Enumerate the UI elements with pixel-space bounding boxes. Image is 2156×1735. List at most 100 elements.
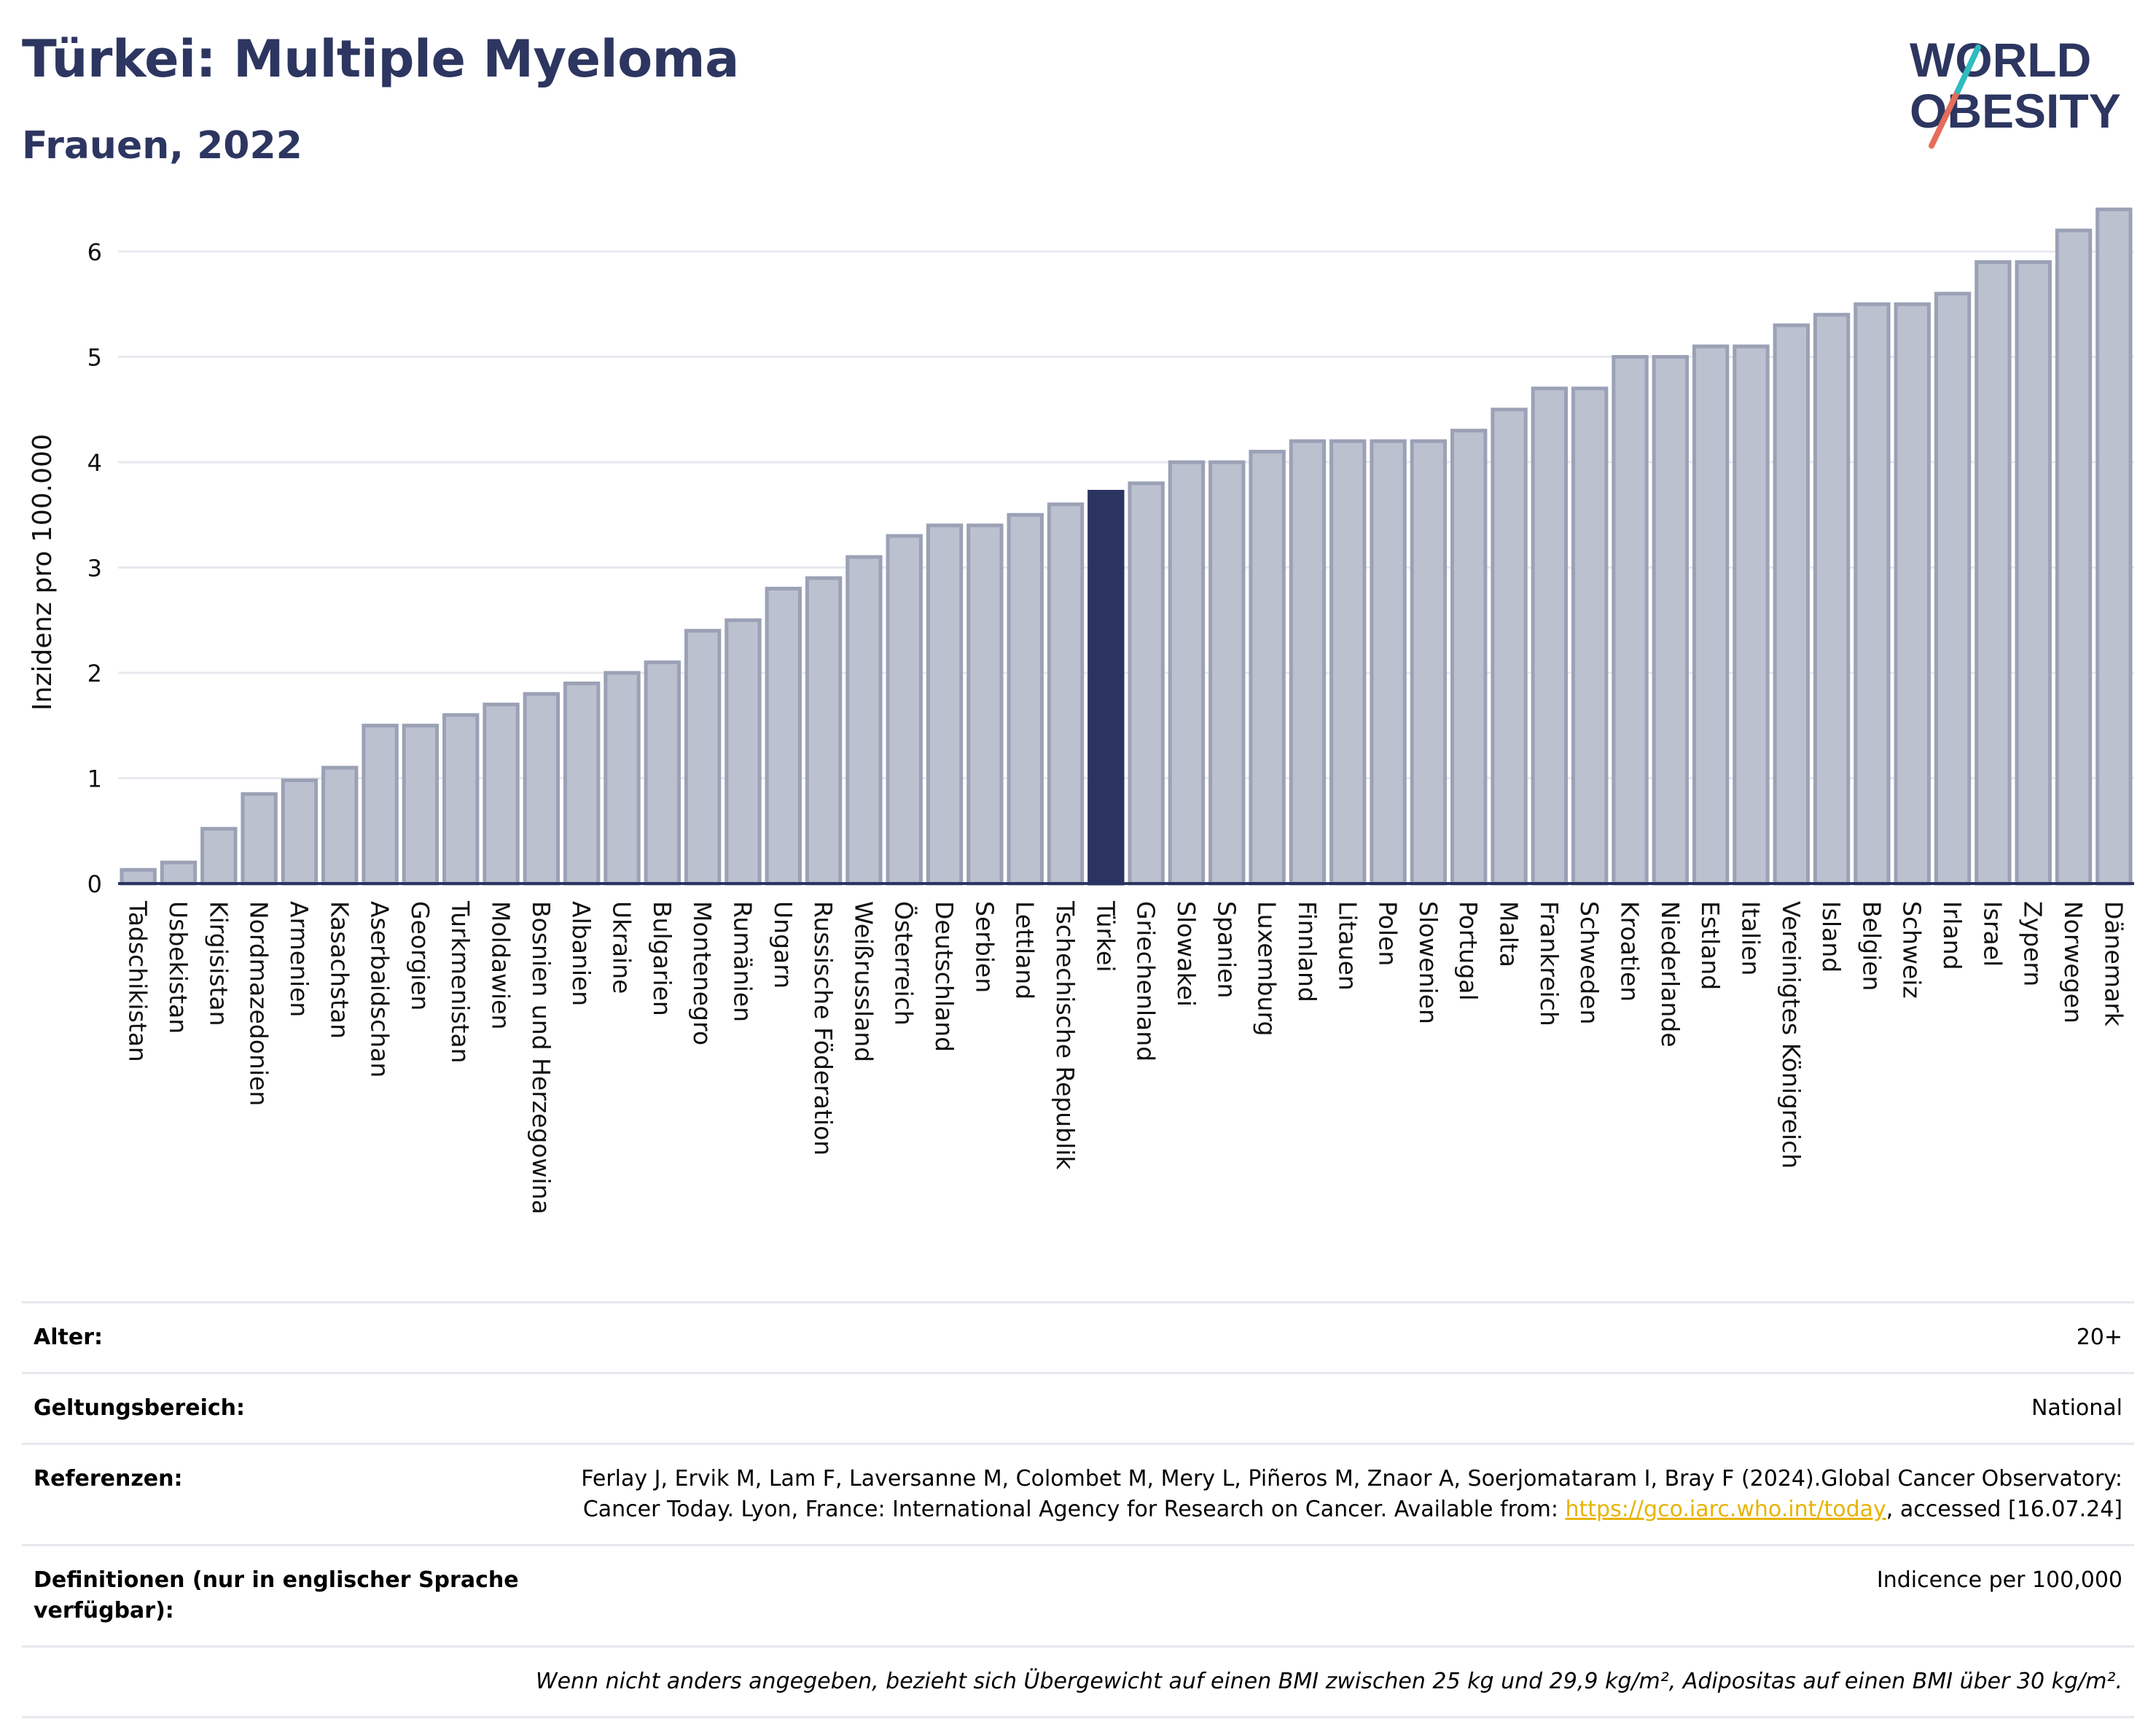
x-tick-label: Ungarn	[769, 901, 797, 989]
x-tick-label: Portugal	[1454, 901, 1483, 1001]
x-tick-label: Serbien	[970, 901, 999, 993]
bar	[1773, 323, 1810, 886]
bar	[1733, 344, 1770, 886]
bars	[120, 207, 2133, 886]
chart-title: Türkei: Multiple Myeloma	[22, 29, 739, 89]
x-tick-label: Niederlande	[1656, 901, 1684, 1048]
x-tick-label: Griechenland	[1132, 901, 1160, 1061]
x-tick-label: Türkei	[1091, 900, 1120, 972]
bar	[1168, 460, 1206, 886]
x-tick-label: Schweiz	[1898, 901, 1926, 999]
info-label: Definitionen (nur in englischer Sprache …	[34, 1567, 519, 1623]
x-tick-label: Bulgarien	[648, 901, 676, 1016]
bar	[1975, 260, 2012, 886]
x-tick-label: Nordmazedonien	[245, 901, 273, 1106]
x-tick-label: Frankreich	[1535, 901, 1563, 1026]
bar	[886, 534, 923, 886]
y-axis-label: Inzidenz pro 100.000	[28, 434, 58, 711]
bar	[362, 723, 399, 886]
reference-suffix: , accessed [16.07.24]	[1886, 1497, 2122, 1522]
bar	[1007, 512, 1044, 886]
x-tick-label: Belgien	[1857, 901, 1886, 991]
bar	[684, 628, 722, 886]
x-tick-label: Weißrussland	[849, 901, 878, 1062]
x-tick-label: Deutschland	[930, 901, 958, 1052]
x-tick-label: Tadschikistan	[124, 900, 152, 1062]
bar	[1128, 481, 1165, 886]
bar	[1571, 386, 1609, 886]
bar	[1813, 313, 1851, 886]
bar	[765, 586, 802, 886]
bar	[2096, 207, 2133, 886]
x-tick-label: Österreich	[890, 901, 919, 1026]
x-tick-label: Israel	[1978, 901, 2007, 967]
x-tick-label: Usbekistan	[164, 901, 192, 1034]
bar	[805, 576, 843, 886]
x-tick-label: Litauen	[1333, 901, 1362, 991]
logo-line1: WORLD	[1910, 33, 2091, 87]
bar	[724, 618, 762, 886]
bar	[845, 555, 883, 886]
bar	[1450, 429, 1488, 886]
x-tick-label: Island	[1817, 901, 1846, 972]
bar	[160, 860, 198, 886]
bar	[1410, 439, 1448, 886]
bar	[1652, 355, 1690, 886]
x-tick-label: Irland	[1938, 901, 1966, 970]
x-tick-label: Aserbaidschan	[366, 901, 394, 1077]
x-tick-label: Polen	[1374, 901, 1402, 966]
x-tick-label: Albanien	[567, 901, 595, 1006]
x-tick-label: Armenien	[285, 901, 313, 1017]
x-tick-label: Dänemark	[2099, 901, 2128, 1027]
bar	[483, 702, 520, 886]
bar	[1854, 302, 1891, 886]
x-tick-label: Lettland	[1011, 901, 1039, 999]
bar-chart: 0 1 2 3 4 5 6 Tadschikistan Usbekistan Kirgisista…	[28, 207, 2134, 1214]
bar	[1612, 355, 1649, 886]
y-tick-label: 3	[87, 555, 102, 582]
x-tick-label: Zypern	[2019, 901, 2047, 986]
bar	[120, 868, 157, 886]
x-tick-label: Spanien	[1212, 901, 1241, 998]
info-row-footnote: Wenn nicht anders angegeben, bezieht sic…	[22, 1645, 2134, 1718]
x-tick-label: Kroatien	[1616, 901, 1644, 1002]
x-tick-label: Kasachstan	[325, 901, 354, 1039]
x-tick-label: Schweden	[1575, 901, 1604, 1024]
x-tick-label: Finnland	[1293, 901, 1321, 1002]
reference-text: Ferlay J, Ervik M, Lam F, Laversanne M, …	[581, 1466, 2122, 1522]
x-tick-label: Italien	[1736, 901, 1765, 975]
info-label: Alter:	[34, 1325, 103, 1350]
x-tick-label: Estland	[1696, 901, 1725, 990]
x-tick-label: Rumänien	[728, 901, 757, 1022]
y-tick-label: 2	[87, 660, 102, 687]
bar	[241, 792, 278, 886]
reference-link[interactable]: https://gco.iarc.who.int/today	[1565, 1497, 1886, 1522]
x-tick-label: Montenegro	[688, 901, 716, 1045]
x-tick-label: Tschechische Republik	[1051, 900, 1079, 1170]
bar	[321, 765, 359, 886]
bar	[644, 660, 681, 886]
x-tick-label: Norwegen	[2059, 901, 2087, 1024]
bar	[200, 827, 238, 886]
chart-subtitle: Frauen, 2022	[22, 124, 302, 168]
bar	[2015, 260, 2052, 886]
x-tick-label: Georgien	[406, 901, 434, 1010]
info-row-age: Alter: 20+	[22, 1301, 2134, 1372]
y-tick-label: 4	[87, 449, 102, 477]
info-table: Alter: 20+ Geltungsbereich: National Ref…	[22, 1301, 2134, 1718]
info-value: Indicence per 100,000	[1876, 1567, 2122, 1593]
bar	[1491, 408, 1528, 886]
x-tick-label: Malta	[1495, 901, 1523, 967]
bar	[442, 713, 480, 886]
bar	[1329, 439, 1367, 886]
info-value: National	[2031, 1395, 2122, 1421]
bar	[1370, 439, 1407, 886]
x-tick-label: Slowakei	[1172, 901, 1200, 1007]
bar	[966, 523, 1004, 886]
y-tick-label: 1	[87, 765, 102, 793]
y-tick-label: 6	[87, 238, 102, 266]
axes: 0 1 2 3 4 5 6 Tadschikistan Usbekistan Kirgisista…	[87, 238, 2134, 1214]
bar	[1289, 439, 1327, 886]
x-tick-label: Russische Föderation	[809, 901, 837, 1155]
bar	[281, 778, 319, 886]
